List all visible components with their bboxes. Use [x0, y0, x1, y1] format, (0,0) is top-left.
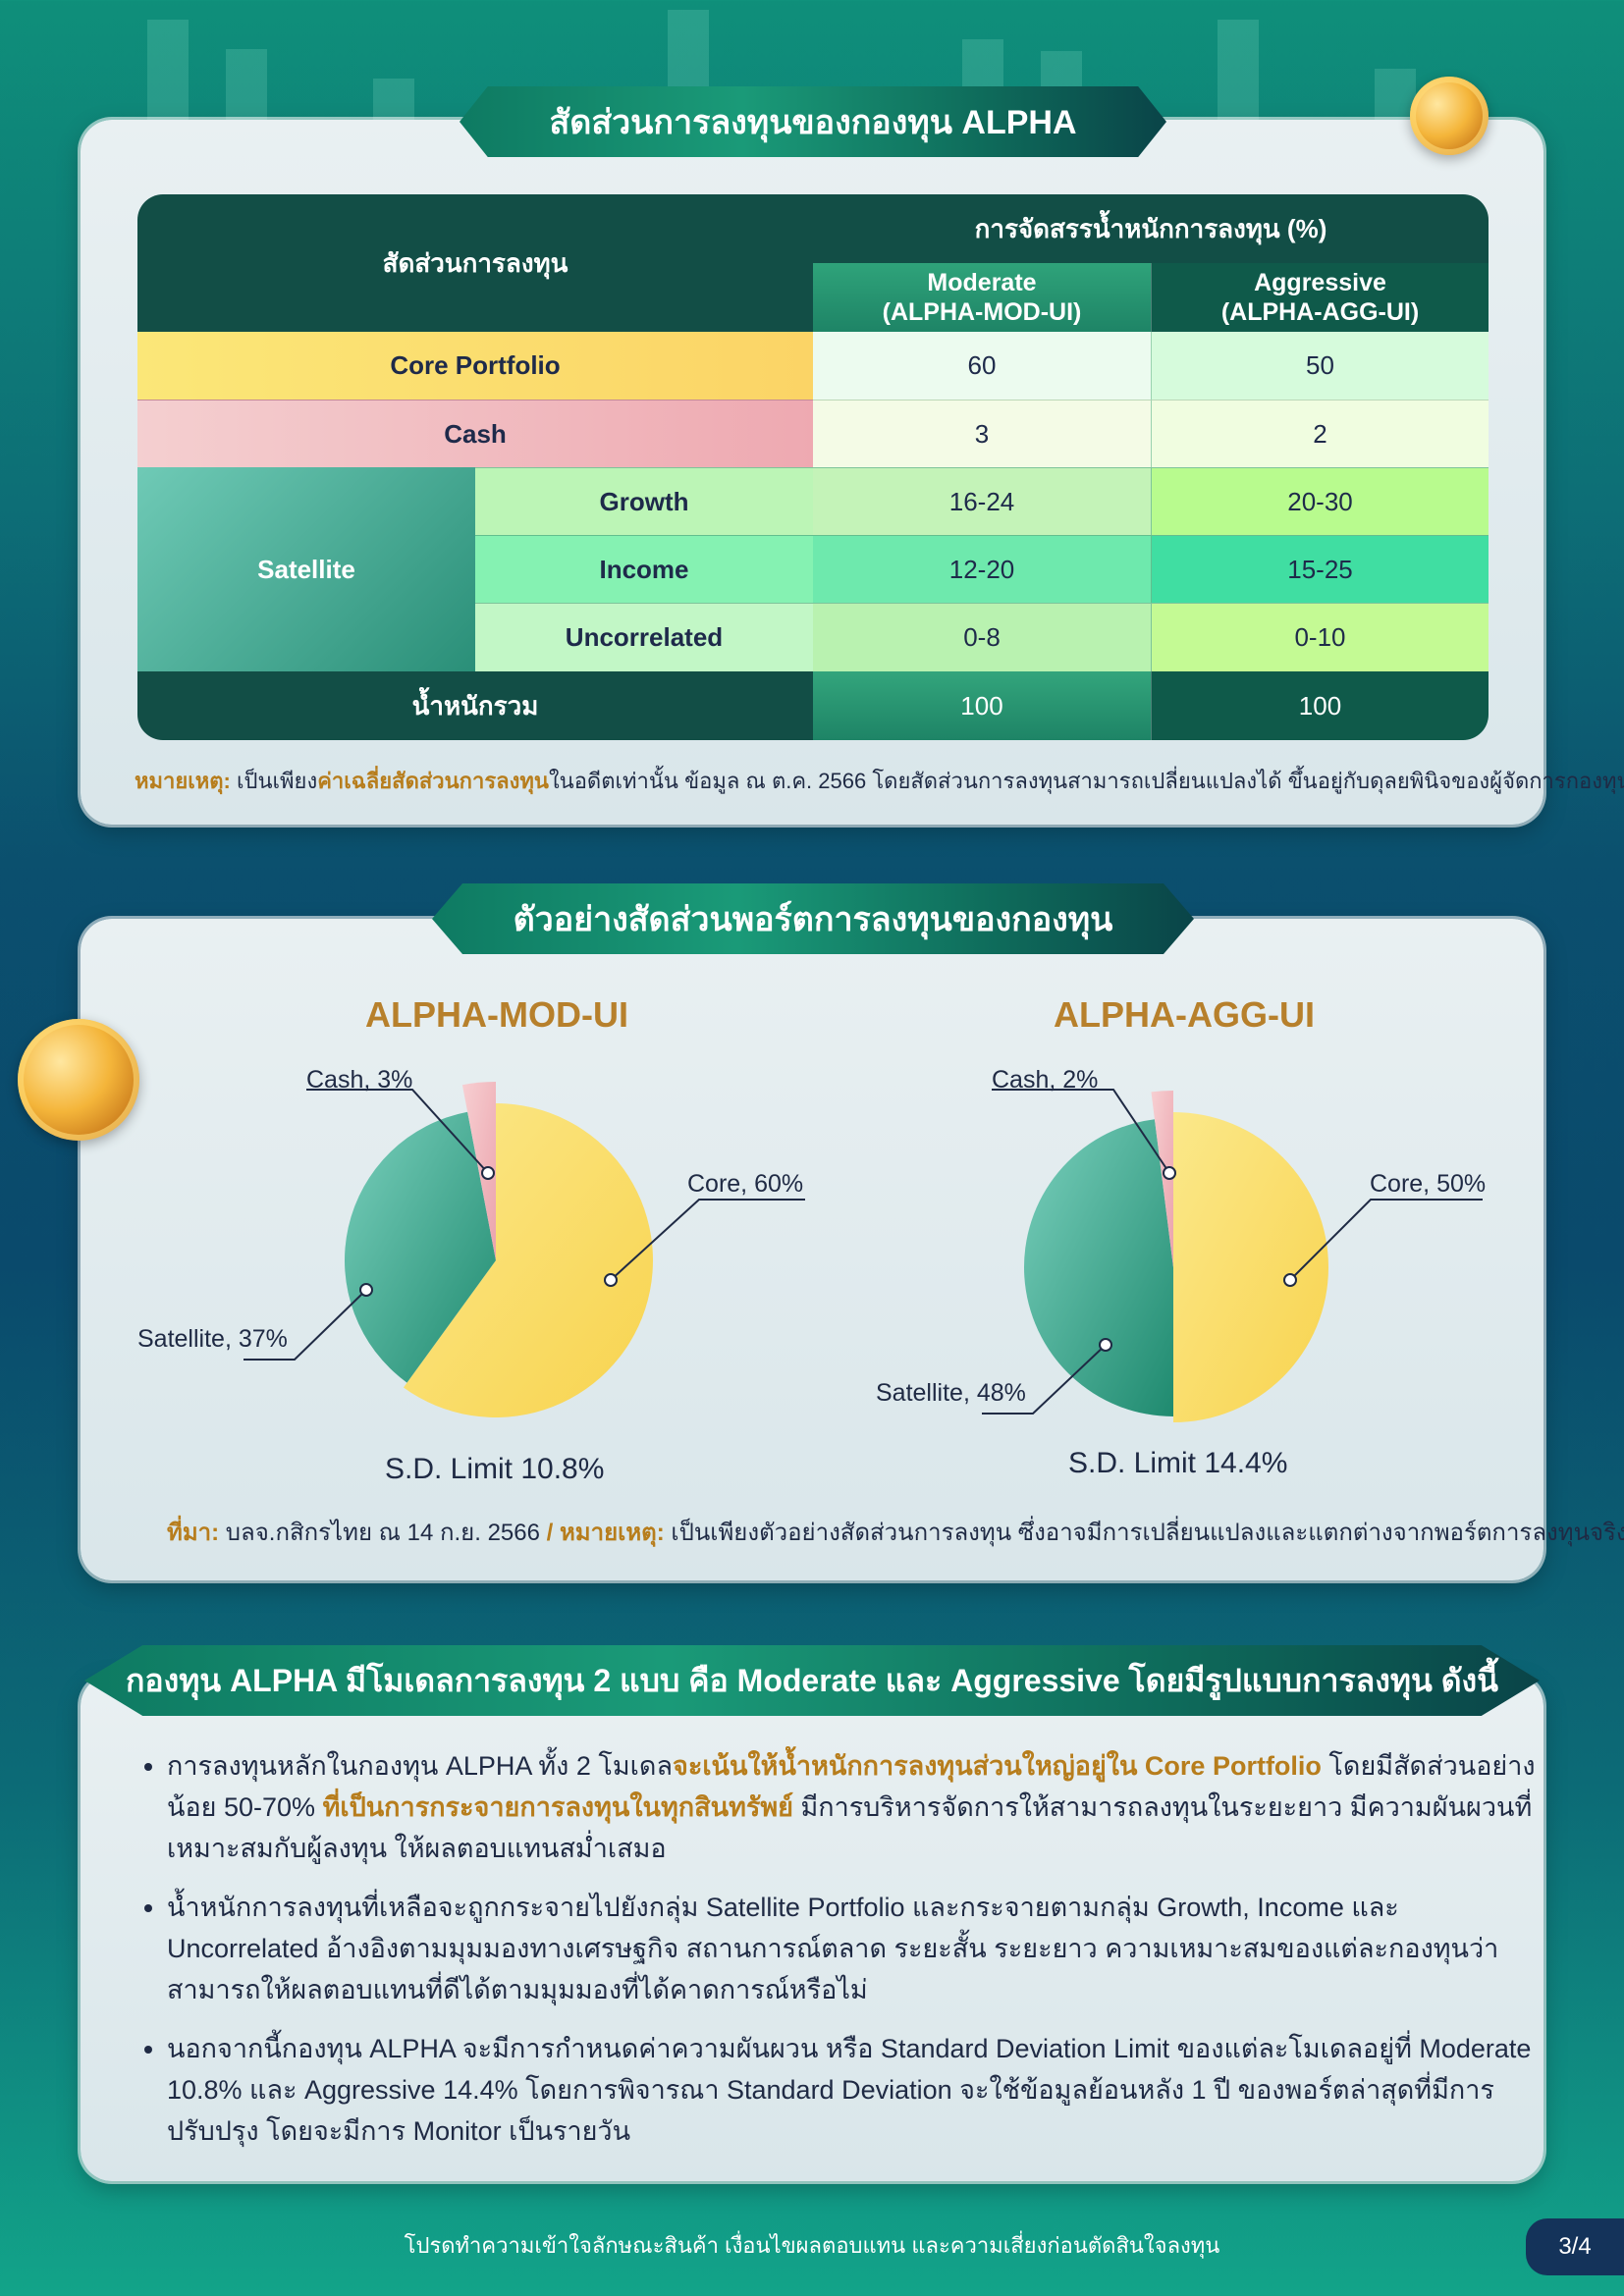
row-label-cash: Cash — [137, 400, 813, 467]
leader-dot-core — [1283, 1273, 1297, 1287]
income-moderate: 12-20 — [813, 535, 1151, 603]
core-moderate: 60 — [813, 332, 1151, 400]
table-header-moderate: Moderate (ALPHA-MOD-UI) — [813, 263, 1151, 332]
total-moderate: 100 — [813, 671, 1151, 740]
model-description-panel — [81, 1675, 1543, 2181]
description-list: การลงทุนหลักในกองทุน ALPHA ทั้ง 2 โมเดลจ… — [128, 1745, 1542, 2169]
source-note: ที่มา: บลจ.กสิกรไทย ณ 14 ก.ย. 2566 / หมา… — [167, 1520, 1624, 1546]
pie-label-core: Core, 50% — [1370, 1170, 1486, 1198]
table-note: หมายเหตุ: เป็นเพียงค่าเฉลี่ยสัดส่วนการลง… — [135, 769, 1624, 793]
list-item: การลงทุนหลักในกองทุน ALPHA ทั้ง 2 โมเดลจ… — [167, 1745, 1542, 1869]
pie-label-cash: Cash, 2% — [992, 1066, 1098, 1094]
growth-moderate: 16-24 — [813, 467, 1151, 535]
row-label-uncorrelated: Uncorrelated — [475, 603, 813, 671]
uncorrelated-moderate: 0-8 — [813, 603, 1151, 671]
cash-moderate: 3 — [813, 400, 1151, 467]
allocation-table: สัดส่วนการลงทุน การจัดสรรน้ำหนักการลงทุน… — [137, 194, 1489, 740]
pie-label-cash: Cash, 3% — [306, 1066, 412, 1094]
table-header-aggressive: Aggressive (ALPHA-AGG-UI) — [1151, 263, 1489, 332]
pie-charts: Core, 60% Satellite, 37% Cash, 3% Core, 50… — [137, 1066, 1486, 1422]
coin-icon — [18, 1019, 139, 1141]
leader-line-core — [1289, 1199, 1483, 1281]
leader-line-satellite — [982, 1344, 1107, 1415]
row-label-income: Income — [475, 535, 813, 603]
table-header-allocation: สัดส่วนการลงทุน — [137, 194, 813, 332]
uncorrelated-aggressive: 0-10 — [1151, 603, 1489, 671]
pie-slice-core — [403, 1103, 653, 1417]
pie-label-satellite: Satellite, 37% — [137, 1325, 288, 1353]
list-item: น้ำหนักการลงทุนที่เหลือจะถูกกระจายไปยังก… — [167, 1887, 1542, 2010]
sd-limit-aggressive: S.D. Limit 14.4% — [1068, 1447, 1288, 1479]
leader-line-cash — [306, 1089, 489, 1174]
leader-dot-satellite — [359, 1283, 373, 1297]
row-label-satellite: Satellite — [137, 467, 475, 671]
pie-label-core: Core, 60% — [687, 1170, 803, 1198]
leader-line-satellite — [244, 1289, 367, 1361]
pie-slice-core — [1173, 1112, 1328, 1422]
coin-icon — [1410, 77, 1489, 155]
section3-title: กองทุน ALPHA มีโมเดลการลงทุน 2 แบบ คือ M… — [84, 1645, 1540, 1716]
row-label-total: น้ำหนักรวม — [137, 671, 813, 740]
leader-dot-cash — [1163, 1166, 1176, 1180]
pie-slice-cash — [461, 1082, 496, 1260]
pie-slice-cash — [1151, 1091, 1173, 1267]
pie-title-aggressive: ALPHA-AGG-UI — [1054, 994, 1315, 1035]
section1-title: สัดส่วนการลงทุนของกองทุน ALPHA — [460, 86, 1166, 157]
leader-dot-core — [604, 1273, 618, 1287]
list-item: นอกจากนี้กองทุน ALPHA จะมีการกำหนดค่าควา… — [167, 2028, 1542, 2152]
sd-limit-moderate: S.D. Limit 10.8% — [385, 1453, 605, 1485]
section2-title: ตัวอย่างสัดส่วนพอร์ตการลงทุนของกองทุน — [432, 883, 1194, 954]
cash-aggressive: 2 — [1151, 400, 1489, 467]
footer-disclaimer: โปรดทำความเข้าใจลักษณะสินค้า เงื่อนไขผลต… — [404, 2233, 1220, 2258]
pie-label-satellite: Satellite, 48% — [876, 1379, 1026, 1407]
income-aggressive: 15-25 — [1151, 535, 1489, 603]
leader-dot-cash — [481, 1166, 495, 1180]
pie-title-moderate: ALPHA-MOD-UI — [365, 994, 628, 1035]
page-number: 3/4 — [1526, 2218, 1624, 2275]
growth-aggressive: 20-30 — [1151, 467, 1489, 535]
leader-line-core — [610, 1199, 805, 1281]
pie-slice-satellite — [1023, 1119, 1173, 1416]
core-aggressive: 50 — [1151, 332, 1489, 400]
table-header-weight: การจัดสรรน้ำหนักการลงทุน (%) — [813, 194, 1489, 263]
pie-slice-satellite — [345, 1111, 496, 1383]
leader-dot-satellite — [1099, 1338, 1112, 1352]
row-label-core: Core Portfolio — [137, 332, 813, 400]
leader-line-cash — [992, 1089, 1170, 1174]
row-label-growth: Growth — [475, 467, 813, 535]
total-aggressive: 100 — [1151, 671, 1489, 740]
